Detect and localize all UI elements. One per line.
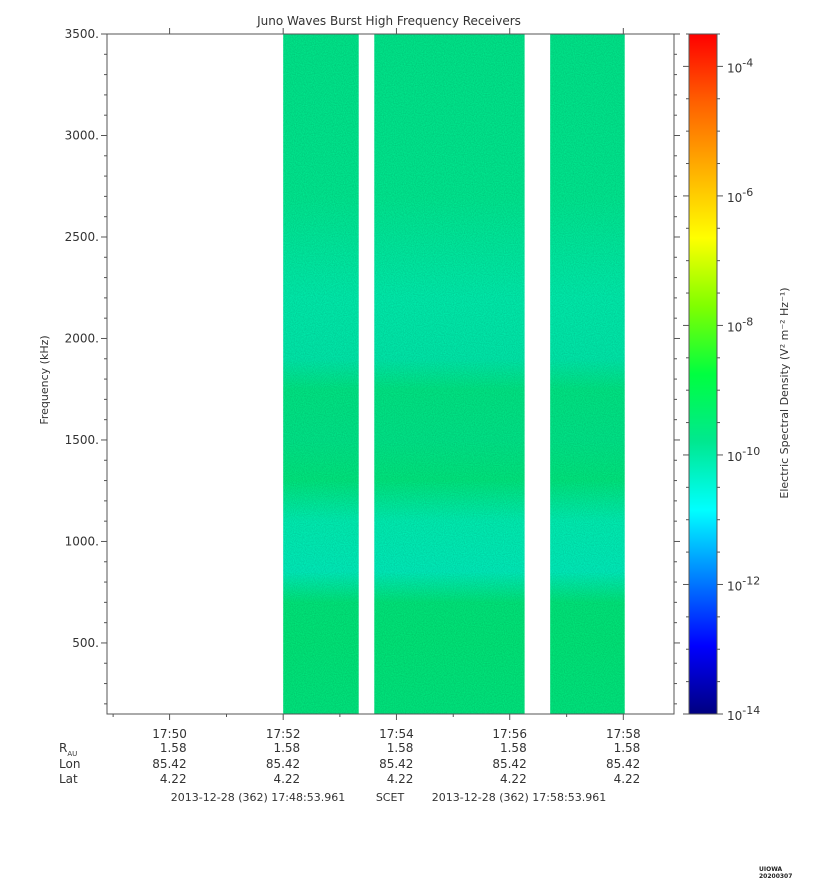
ephemeris-row-label: RAU <box>59 741 77 758</box>
footer-stamp: UIOWA 20200307 <box>759 866 793 880</box>
ephemeris-value: 85.42 <box>606 757 640 771</box>
y-axis: 3500. 3000. 2500. 2000. 1500. 1000. 500. <box>65 27 680 705</box>
ephemeris-value: 1.58 <box>500 741 527 755</box>
y-tick-label: 2000. <box>65 331 99 345</box>
y-tick-label: 500. <box>72 636 99 650</box>
x-tick-label: 17:54 <box>379 727 414 741</box>
ephemeris-row-label: Lat <box>59 772 78 786</box>
y-axis-label: Frequency (kHz) <box>38 335 51 424</box>
colorbar-tick-label: 10-12 <box>727 574 760 593</box>
plot-frame <box>106 33 675 715</box>
ephemeris-table: RAU 1.58 1.58 1.58 1.58 1.58 Lon 85.42 85.42 85.4… <box>59 741 640 786</box>
ephemeris-value: 85.42 <box>266 757 300 771</box>
data-segments <box>283 34 625 714</box>
ephemeris-value: 4.22 <box>614 772 641 786</box>
ephemeris-value: 1.58 <box>614 741 641 755</box>
ephemeris-value: 1.58 <box>387 741 414 755</box>
time-label: SCET <box>376 791 405 804</box>
chart-title: Juno Waves Burst High Frequency Receiver… <box>256 14 521 28</box>
y-tick-label: 1500. <box>65 433 99 447</box>
data-segment-1 <box>283 34 359 714</box>
time-end: 2013-12-28 (362) 17:58:53.961 <box>432 791 606 804</box>
ephemeris-value: 4.22 <box>273 772 300 786</box>
y-tick-label: 2500. <box>65 230 99 244</box>
ephemeris-value: 1.58 <box>273 741 300 755</box>
colorbar-tick-label: 10-8 <box>727 315 753 334</box>
colorbar-tick-label: 10-14 <box>727 704 760 723</box>
ephemeris-value: 1.58 <box>160 741 187 755</box>
ephemeris-row-label: Lon <box>59 757 80 771</box>
x-axis: 17:50 17:52 17:54 17:56 17:58 <box>112 28 641 741</box>
colorbar-tick-label: 10-4 <box>727 56 753 75</box>
y-tick-label: 1000. <box>65 534 99 548</box>
colorbar <box>688 33 718 715</box>
ephemeris-value: 4.22 <box>387 772 414 786</box>
x-tick-label: 17:52 <box>266 727 301 741</box>
ephemeris-value: 4.22 <box>500 772 527 786</box>
x-tick-label: 17:56 <box>492 727 527 741</box>
ephemeris-value: 85.42 <box>492 757 526 771</box>
x-tick-label: 17:50 <box>152 727 187 741</box>
colorbar-tick-label: 10-6 <box>727 186 753 205</box>
ephemeris-value: 85.42 <box>379 757 413 771</box>
ephemeris-value: 85.42 <box>152 757 186 771</box>
y-tick-label: 3000. <box>65 128 99 142</box>
ephemeris-value: 4.22 <box>160 772 187 786</box>
data-segment-2 <box>374 34 525 714</box>
colorbar-axis: 10-14 10-12 10-10 10-8 10-6 10-4 <box>683 33 760 723</box>
data-segment-3 <box>550 34 625 714</box>
colorbar-tick-label: 10-10 <box>727 445 760 464</box>
x-tick-label: 17:58 <box>606 727 641 741</box>
colorbar-label: Electric Spectral Density (V² m⁻² Hz⁻¹) <box>778 287 791 498</box>
time-start: 2013-12-28 (362) 17:48:53.961 <box>171 791 345 804</box>
y-tick-label: 3500. <box>65 27 99 41</box>
